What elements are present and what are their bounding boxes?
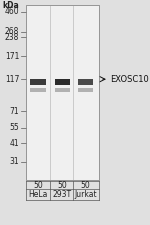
Text: Jurkat: Jurkat [74, 190, 97, 199]
Text: 460: 460 [4, 7, 19, 16]
Bar [78, 88, 93, 92]
Text: 268: 268 [5, 27, 19, 36]
Text: 31: 31 [9, 157, 19, 166]
Text: EXOSC10: EXOSC10 [110, 75, 149, 84]
Bar [30, 88, 46, 92]
Text: 117: 117 [5, 75, 19, 84]
Text: HeLa: HeLa [28, 190, 48, 199]
Text: 293T: 293T [53, 190, 72, 199]
Bar [26, 5, 99, 180]
Text: 55: 55 [9, 123, 19, 132]
Text: kDa: kDa [2, 1, 19, 10]
Text: 238: 238 [5, 33, 19, 42]
Bar [30, 79, 46, 85]
Text: 41: 41 [9, 139, 19, 148]
Bar [55, 79, 70, 85]
Bar [78, 79, 93, 85]
Bar [26, 5, 99, 180]
Text: 71: 71 [9, 107, 19, 116]
Text: 50: 50 [57, 180, 67, 189]
Text: 50: 50 [81, 180, 90, 189]
Text: 50: 50 [33, 180, 43, 189]
Bar [55, 88, 70, 92]
Text: 171: 171 [5, 52, 19, 61]
